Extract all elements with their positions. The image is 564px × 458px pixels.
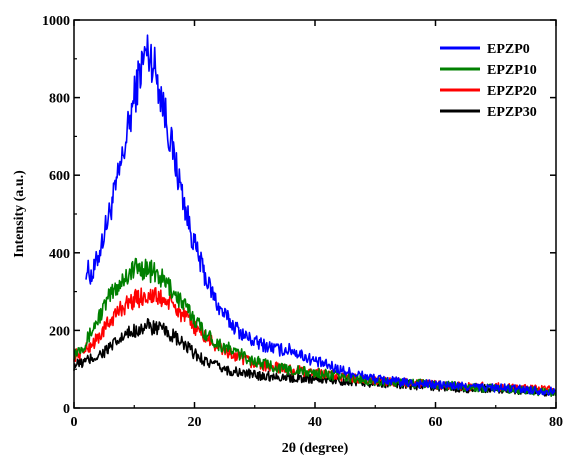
x-tick-label: 40 [308, 415, 322, 430]
x-tick-label: 80 [549, 415, 563, 430]
legend-label: EPZP0 [487, 42, 530, 57]
y-tick-label: 600 [49, 169, 70, 184]
series-layer [73, 34, 557, 397]
x-tick-label: 0 [71, 415, 78, 430]
y-tick-label: 0 [63, 402, 70, 417]
plot-frame [73, 19, 557, 409]
series-line-epzp20 [73, 287, 556, 395]
x-tick-label: 60 [429, 415, 443, 430]
series-line-epzp0 [85, 34, 556, 396]
y-axis-title: Intensity (a.u.) [12, 170, 27, 258]
y-tick-label: 800 [49, 92, 70, 107]
series-line-epzp10 [73, 257, 557, 397]
x-tick-label: 20 [188, 415, 202, 430]
legend-label: EPZP20 [487, 84, 537, 99]
y-tick-label: 1000 [42, 14, 70, 29]
legend-label: EPZP30 [487, 105, 537, 120]
legend: EPZP0 EPZP10 EPZP20 EPZP30 [440, 42, 537, 120]
y-tick-label: 400 [49, 247, 70, 262]
legend-label: EPZP10 [487, 63, 537, 78]
x-axis-title: 2θ (degree) [282, 441, 349, 456]
y-tick-label: 200 [49, 324, 70, 339]
